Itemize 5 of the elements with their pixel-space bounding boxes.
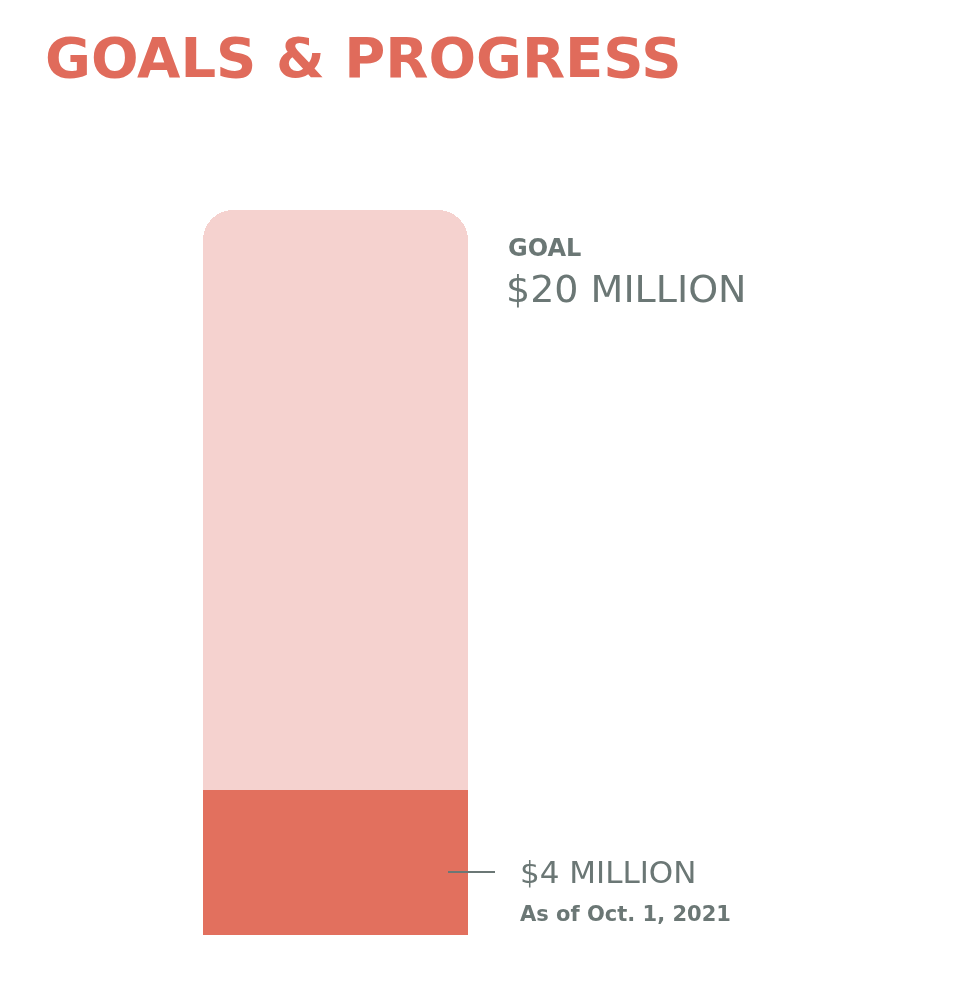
chart-title: GOALS & PROGRESS — [45, 25, 682, 91]
text: As of Oct. 1, 2021 — [520, 902, 731, 926]
total-label: $20 MILLION — [506, 267, 747, 311]
text: GOAL — [508, 234, 582, 262]
data-label: $4 MILLION — [520, 854, 697, 890]
